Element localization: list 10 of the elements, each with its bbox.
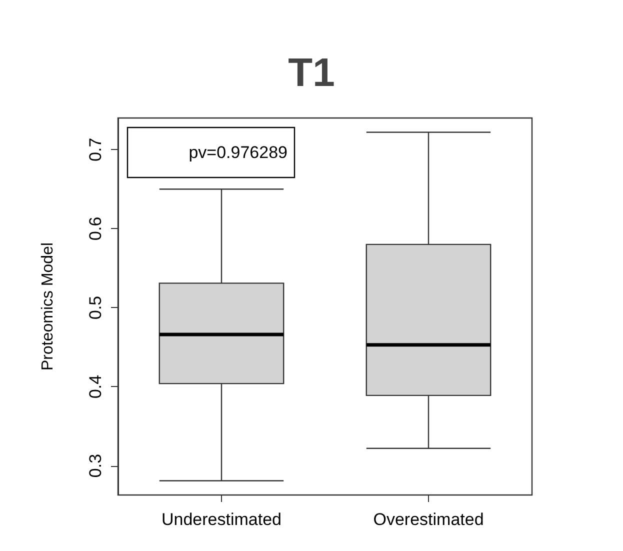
annotation: pv=0.976289 — [188, 143, 288, 162]
y-tick-label: 0.7 — [86, 138, 105, 162]
chart-title: T1 — [288, 51, 335, 95]
y-tick-label: 0.4 — [86, 374, 105, 399]
x-tick-label: Overestimated — [373, 510, 484, 529]
x-tick-label: Underestimated — [161, 510, 282, 529]
y-tick-label: 0.6 — [86, 216, 105, 240]
y-tick-label: 0.5 — [86, 296, 105, 320]
y-axis-title: Proteomics Model — [40, 242, 56, 371]
y-tick-label: 0.3 — [86, 454, 105, 478]
